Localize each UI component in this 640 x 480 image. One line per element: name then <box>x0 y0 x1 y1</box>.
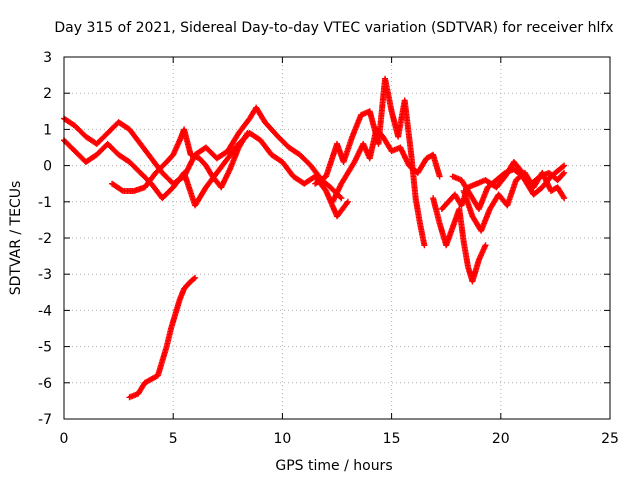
data-point <box>560 170 567 177</box>
x-tick-label: 5 <box>169 431 178 447</box>
data-point <box>338 195 345 202</box>
data-point <box>337 194 344 201</box>
series-track-5 <box>329 126 443 205</box>
data-point <box>561 169 568 176</box>
series-track-9 <box>460 169 568 234</box>
y-tick-label: -5 <box>38 340 52 356</box>
data-point <box>561 195 568 202</box>
grid <box>64 57 610 419</box>
y-tick-label: -4 <box>38 303 52 319</box>
data-point <box>118 187 125 194</box>
data-point <box>344 200 351 207</box>
x-tick-label: 0 <box>60 431 69 447</box>
y-tick-label: 2 <box>43 86 52 102</box>
x-tick-label: 25 <box>601 431 619 447</box>
x-tick-label: 15 <box>383 431 401 447</box>
data-point <box>192 274 199 281</box>
data-point <box>344 198 351 205</box>
series-track-6 <box>430 195 489 285</box>
chart-title: Day 315 of 2021, Sidereal Day-to-day VTE… <box>54 20 613 36</box>
y-tick-label: 1 <box>43 122 52 138</box>
y-tick-label: 3 <box>43 50 52 66</box>
y-axis-title: SDTVAR / TECUs <box>8 181 24 296</box>
series-track-4 <box>312 75 428 249</box>
y-tick-label: -1 <box>38 195 52 211</box>
data-point <box>482 242 489 249</box>
data-point <box>421 242 428 249</box>
series-track-3 <box>109 126 251 194</box>
x-tick-label: 10 <box>273 431 291 447</box>
data-point <box>244 130 251 137</box>
series-track-10 <box>126 274 199 401</box>
y-tick-label: -6 <box>38 376 52 392</box>
y-tick-label: -2 <box>38 231 52 247</box>
x-axis-title: GPS time / hours <box>275 458 392 474</box>
series-track-2 <box>61 130 351 220</box>
y-tick-label: -3 <box>38 267 52 283</box>
plot-frame <box>63 56 611 420</box>
x-tick-label: 20 <box>492 431 510 447</box>
y-tick-label: 0 <box>43 159 52 175</box>
data-point <box>436 173 443 180</box>
data-point <box>561 162 568 169</box>
data-point <box>190 275 197 282</box>
data-series <box>61 75 568 401</box>
y-tick-label: -7 <box>38 412 52 428</box>
data-point <box>560 163 567 170</box>
